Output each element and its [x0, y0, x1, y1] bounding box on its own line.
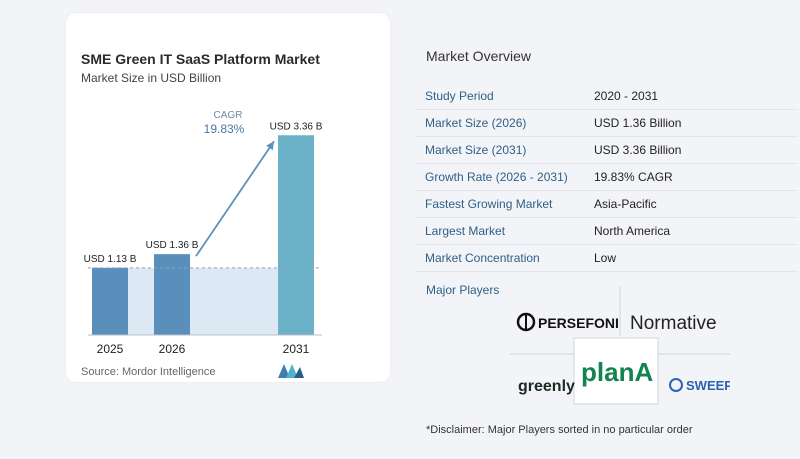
- cagr-value: 19.83%: [204, 122, 245, 136]
- row-value: 19.83% CAGR: [594, 170, 673, 184]
- data-label: USD 1.36 B: [146, 240, 199, 251]
- cagr-arrow: [195, 140, 275, 257]
- row-key: Market Size (2026): [425, 116, 527, 130]
- normative-logo: Normative: [630, 313, 717, 334]
- mordor-logo-icon: [278, 364, 304, 378]
- row-value: USD 3.36 Billion: [594, 143, 682, 157]
- row-key: Fastest Growing Market: [425, 197, 553, 211]
- greenly-logo: greenly: [518, 378, 575, 395]
- plana-logo: planA: [581, 357, 653, 387]
- x-tick-label: 2031: [283, 342, 310, 356]
- persefoni-text: PERSEFONI: [538, 315, 619, 331]
- x-tick-label: 2025: [97, 342, 124, 356]
- data-label: USD 3.36 B: [270, 121, 323, 132]
- chart-title: SME Green IT SaaS Platform Market: [81, 51, 320, 67]
- market-overview: Market Overview Study Period 2020 - 2031…: [398, 0, 800, 459]
- disclaimer: *Disclaimer: Major Players sorted in no …: [426, 424, 693, 436]
- source-text: Source: Mordor Intelligence: [81, 366, 216, 378]
- sweep-logo: SWEEP: [669, 378, 730, 393]
- bar: [278, 135, 314, 335]
- table-row: Largest Market North America: [416, 218, 798, 245]
- row-key: Growth Rate (2026 - 2031): [425, 170, 568, 184]
- bar-chart: USD 1.13 B 2025 USD 1.36 B 2026 USD 3.36 B 20…: [84, 110, 323, 356]
- row-key: Study Period: [425, 89, 494, 103]
- table-row: Market Size (2031) USD 3.36 Billion: [416, 137, 798, 164]
- table-row: Study Period 2020 - 2031: [416, 83, 798, 110]
- overview-table: Study Period 2020 - 2031 Market Size (20…: [416, 83, 798, 272]
- bar: [92, 267, 128, 335]
- row-value: North America: [594, 224, 671, 238]
- row-key: Market Size (2031): [425, 143, 527, 157]
- table-row: Market Concentration Low: [416, 245, 798, 272]
- overview-title: Market Overview: [426, 48, 532, 64]
- x-tick-label: 2026: [159, 342, 186, 356]
- table-row: Growth Rate (2026 - 2031) 19.83% CAGR: [416, 164, 798, 191]
- data-label: USD 1.13 B: [84, 254, 137, 265]
- chart-subtitle: Market Size in USD Billion: [81, 71, 222, 85]
- cagr-label: CAGR: [214, 110, 243, 121]
- major-players-title: Major Players: [426, 283, 500, 297]
- row-value: Asia-Pacific: [594, 197, 657, 211]
- row-value: Low: [594, 251, 617, 265]
- row-value: USD 1.36 Billion: [594, 116, 682, 130]
- row-key: Largest Market: [425, 224, 506, 238]
- table-row: Market Size (2026) USD 1.36 Billion: [416, 110, 798, 137]
- major-players-logos: PERSEFONI Normative planA greenly SWEEP: [510, 286, 730, 405]
- reference-band: [92, 267, 314, 335]
- persefoni-logo: PERSEFONI: [516, 312, 619, 332]
- sweep-text: SWEEP: [686, 378, 730, 393]
- row-value: 2020 - 2031: [594, 89, 659, 103]
- chart-card: SME Green IT SaaS Platform Market Market…: [66, 13, 390, 382]
- table-row: Fastest Growing Market Asia-Pacific: [416, 191, 798, 218]
- cagr-arrowhead: [266, 141, 274, 151]
- bar: [154, 254, 190, 335]
- row-key: Market Concentration: [425, 251, 540, 265]
